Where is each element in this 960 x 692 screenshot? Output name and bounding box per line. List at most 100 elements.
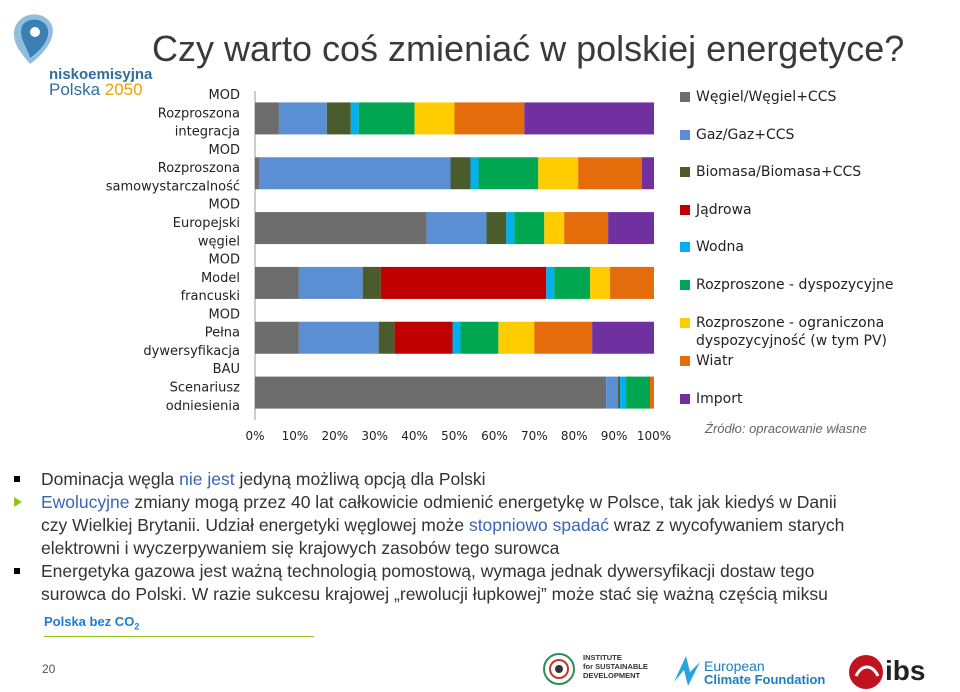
- bar-segment-4-3: [362, 266, 381, 299]
- legend-label: Gaz/Gaz+CCS: [696, 127, 795, 143]
- legend-label: Rozproszone - dyspozycyjne: [696, 277, 894, 293]
- bar-segment-4-5: [546, 266, 555, 299]
- category-label-6: BAU Scenariusz odniesienia: [166, 362, 240, 414]
- bullet-square-icon: [14, 476, 20, 482]
- legend-label: Import: [696, 391, 743, 407]
- bar-segment-6-3: [618, 376, 621, 409]
- bar-segment-6-8: [650, 376, 654, 409]
- bar-segment-5-4: [394, 321, 453, 354]
- ecf-logo-icon: [674, 656, 700, 686]
- x-tick-label: 80%: [561, 429, 588, 443]
- ecf-logo-text-bottom: Climate Foundation: [704, 672, 826, 687]
- bar-segment-6-2: [606, 376, 619, 409]
- bar-segment-3-7: [544, 212, 565, 245]
- x-tick-label: 70%: [521, 429, 548, 443]
- bar-segment-5-3: [378, 321, 395, 354]
- x-tick-label: 50%: [441, 429, 468, 443]
- bar-segment-1-8: [454, 102, 525, 135]
- legend-swatch: [680, 242, 690, 252]
- bullet-square-icon: [14, 568, 20, 574]
- bar-segment-2-8: [578, 157, 643, 190]
- bar-segment-5-9: [592, 321, 654, 354]
- bar-segment-6-1: [255, 376, 607, 409]
- bar-segment-4-2: [298, 266, 363, 299]
- page-number: 20: [42, 662, 56, 676]
- legend-swatch: [680, 356, 690, 366]
- bar-segment-6-6: [626, 376, 651, 409]
- bar-segment-2-2: [258, 157, 451, 190]
- bar-segment-2-5: [470, 157, 479, 190]
- legend-swatch: [680, 318, 690, 328]
- category-label-2: MOD Rozproszona samowystarczalność: [106, 143, 240, 195]
- ecf-logo-text-top: European: [704, 658, 765, 674]
- legend-swatch: [680, 92, 690, 102]
- x-tick-label: 100%: [637, 429, 671, 443]
- bar-segment-1-2: [278, 102, 327, 135]
- bar-segment-4-7: [590, 266, 611, 299]
- bar-segment-2-3: [450, 157, 471, 190]
- legend-label: Biomasa/Biomasa+CCS: [696, 164, 862, 180]
- bullet-1-text: Dominacja węgla nie jest jedyną możliwą …: [41, 469, 486, 489]
- legend-swatch: [680, 130, 690, 140]
- bar-segment-4-4: [380, 266, 547, 299]
- bar-segment-2-9: [642, 157, 654, 190]
- x-tick-label: 30%: [361, 429, 388, 443]
- bar-segment-4-6: [554, 266, 591, 299]
- x-tick-label: 40%: [401, 429, 428, 443]
- legend-label: Wodna: [696, 239, 744, 255]
- bar-segment-3-1: [255, 212, 427, 245]
- legend-swatch: [680, 167, 690, 177]
- bar-segment-5-2: [298, 321, 379, 354]
- source-note: Źródło: opracowanie własne: [705, 421, 867, 436]
- legend-swatch: [680, 280, 690, 290]
- bar-segment-4-1: [255, 266, 299, 299]
- footer-divider: [44, 636, 314, 637]
- legend-label: Jądrowa: [696, 202, 752, 218]
- logo-text-niskoemisyjna: niskoemisyjna: [49, 66, 153, 83]
- bar-segment-2-1: [255, 157, 259, 190]
- slide-title: Czy warto coś zmieniać w polskiej energe…: [152, 28, 905, 69]
- bar-segment-1-6: [358, 102, 415, 135]
- legend-swatch: [680, 394, 690, 404]
- bar-segment-1-7: [414, 102, 455, 135]
- bar-segment-3-6: [514, 212, 545, 245]
- polska-bez-co2-logo: Polska bez CO2: [44, 614, 140, 632]
- bar-segment-1-5: [350, 102, 359, 135]
- bullet-3-line-2: surowca do Polski. W razie sukcesu krajo…: [41, 584, 828, 604]
- category-label-5: MOD Pełna dywersyfikacja: [143, 307, 240, 359]
- legend-swatch: [680, 205, 690, 215]
- ibs-logo-text: ibs: [885, 655, 926, 686]
- legend-label: Węgiel/Węgiel+CCS: [696, 89, 837, 105]
- category-label-1: MOD Rozproszona integracja: [158, 88, 240, 140]
- bar-segment-3-3: [486, 212, 507, 245]
- isd-logo-text: INSTITUTE for SUSTAINABLE DEVELOPMENT: [583, 653, 648, 680]
- x-tick-label: 60%: [481, 429, 508, 443]
- bullet-2-line-1: Ewolucyjne zmiany mogą przez 40 lat całk…: [41, 492, 837, 512]
- niskoemisyjna-logo-graphic: [14, 14, 53, 64]
- bullet-3-line-1: Energetyka gazowa jest ważną technologią…: [41, 561, 815, 581]
- bar-segment-2-6: [478, 157, 539, 190]
- bar-segment-5-8: [534, 321, 593, 354]
- bar-segment-5-6: [460, 321, 499, 354]
- bar-segment-3-9: [608, 212, 654, 245]
- x-tick-label: 10%: [282, 429, 309, 443]
- bullet-2-line-2: czy Wielkiej Brytanii. Udział energetyki…: [41, 515, 845, 535]
- bullet-2-line-3: elektrowni i wyczerpywaniem się krajowyc…: [41, 538, 560, 558]
- x-tick-label: 90%: [601, 429, 628, 443]
- bar-segment-4-8: [610, 266, 654, 299]
- legend-label-line-2: dyspozycyjność (w tym PV): [696, 333, 888, 349]
- isd-globe-icon: [543, 653, 575, 685]
- bar-segment-5-5: [452, 321, 461, 354]
- bar-segment-3-5: [506, 212, 515, 245]
- bar-segment-5-7: [498, 321, 535, 354]
- bar-segment-3-8: [564, 212, 609, 245]
- bar-segment-1-1: [255, 102, 279, 135]
- bar-segment-6-5: [620, 376, 627, 409]
- ibs-logo-icon: [849, 655, 883, 689]
- category-label-4: MOD Model francuski: [181, 253, 240, 305]
- x-tick-label: 20%: [321, 429, 348, 443]
- bar-segment-5-1: [255, 321, 299, 354]
- bar-segment-1-3: [326, 102, 351, 135]
- legend-label: Rozproszone - ograniczona: [696, 315, 885, 331]
